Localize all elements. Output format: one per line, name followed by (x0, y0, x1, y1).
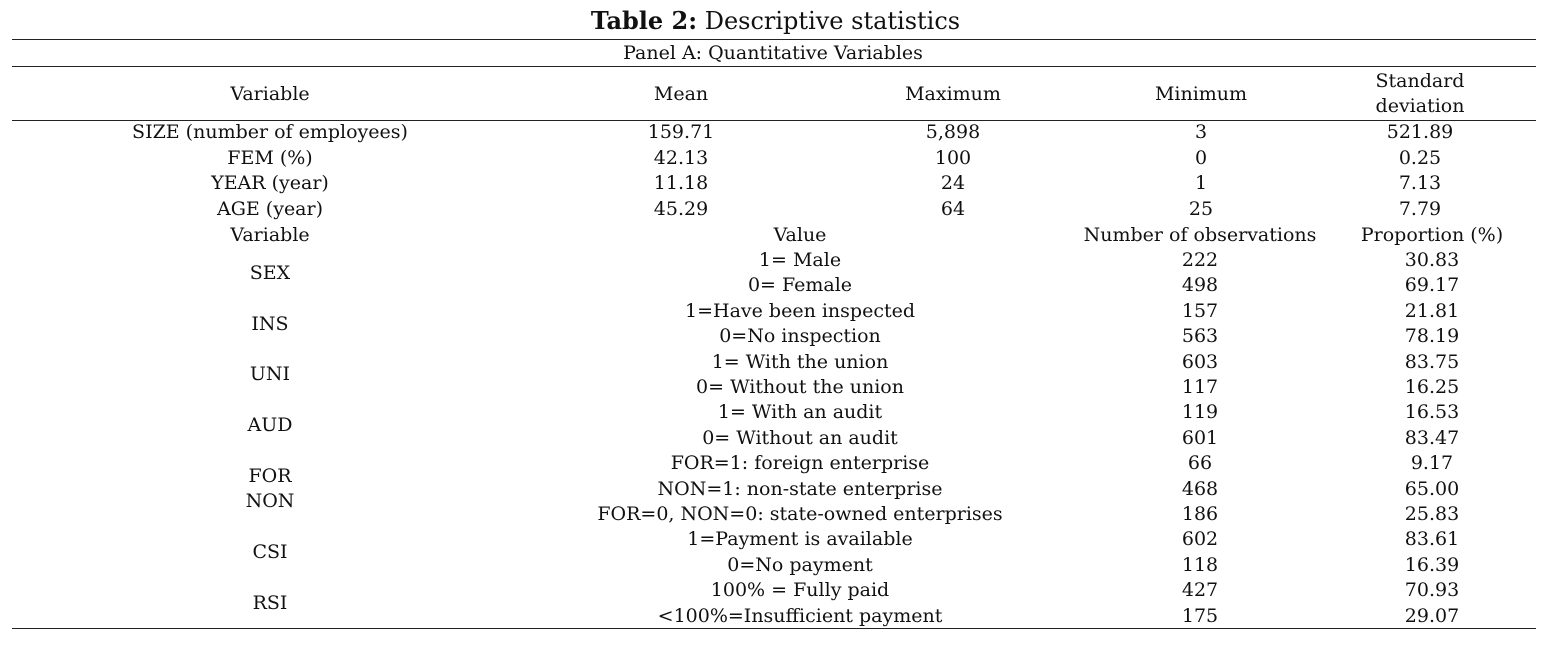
header-b-variable: Variable (230, 224, 310, 246)
cell-value: 1=Payment is available (687, 528, 913, 551)
cell-mean: 11.18 (653, 172, 709, 194)
cell-maximum: 100 (934, 146, 972, 169)
cell-value: 1= With the union (711, 350, 889, 373)
cell-proportion: 69.17 (1404, 274, 1460, 297)
cell-observations: 66 (1187, 452, 1213, 475)
cell-value: FOR=0, NON=0: state-owned enterprises (597, 503, 1003, 525)
header-sd-line2: deviation (1375, 95, 1465, 117)
header-rule (12, 120, 1536, 121)
cell-proportion: 25.83 (1404, 503, 1460, 525)
cell-observations: 601 (1181, 426, 1219, 449)
cell-variable: AGE (year) (216, 197, 324, 220)
cell-value: 0=No payment (727, 553, 873, 576)
cell-sd: 521.89 (1386, 121, 1454, 143)
variable-uni: UNI (249, 363, 291, 385)
cell-proportion: 16.25 (1404, 376, 1460, 398)
cell-proportion: 83.61 (1404, 528, 1460, 551)
cell-observations: 118 (1181, 553, 1219, 576)
cell-proportion: 65.00 (1404, 477, 1460, 500)
cell-observations: 119 (1181, 401, 1219, 424)
cell-observations: 498 (1181, 274, 1219, 297)
cell-observations: 157 (1181, 299, 1219, 322)
cell-proportion: 9.17 (1410, 452, 1454, 475)
cell-proportion: 83.47 (1404, 426, 1460, 449)
header-minimum: Minimum (1154, 83, 1248, 105)
cell-value: 0= Female (747, 274, 853, 297)
table-title-text: Descriptive statistics (697, 7, 961, 35)
cell-value: 1=Have been inspected (684, 299, 916, 322)
cell-minimum: 3 (1194, 121, 1208, 143)
cell-proportion: 70.93 (1404, 579, 1460, 602)
cell-mean: 42.13 (653, 146, 709, 169)
cell-proportion: 78.19 (1404, 325, 1460, 348)
variable-non: NON (245, 490, 295, 512)
cell-proportion: 21.81 (1404, 299, 1460, 322)
cell-maximum: 24 (940, 172, 966, 194)
cell-value: NON=1: non-state enterprise (657, 477, 943, 500)
cell-maximum: 64 (940, 197, 966, 220)
variable-rsi: RSI (252, 592, 288, 614)
cell-mean: 159.71 (647, 121, 715, 143)
cell-observations: 427 (1181, 579, 1219, 602)
cell-value: 1= With an audit (717, 401, 883, 424)
cell-proportion: 16.53 (1404, 401, 1460, 424)
cell-minimum: 1 (1194, 172, 1208, 194)
cell-observations: 468 (1181, 477, 1219, 500)
cell-value: <100%=Insufficient payment (657, 604, 943, 627)
cell-proportion: 30.83 (1404, 249, 1460, 271)
cell-sd: 7.79 (1398, 197, 1442, 220)
header-b-value: Value (773, 224, 827, 246)
header-variable: Variable (230, 83, 310, 105)
cell-maximum: 5,898 (925, 121, 981, 143)
cell-sd: 0.25 (1398, 146, 1442, 169)
bottom-rule (12, 628, 1536, 629)
cell-proportion: 16.39 (1404, 553, 1460, 576)
cell-variable: SIZE (number of employees) (132, 121, 408, 143)
header-b-proportion: Proportion (%) (1360, 224, 1504, 246)
cell-observations: 603 (1181, 350, 1219, 373)
header-b-observations: Number of observations (1083, 224, 1317, 246)
cell-value: 0= Without the union (696, 376, 904, 398)
cell-value: 0=No inspection (719, 325, 881, 348)
cell-variable: FEM (%) (227, 146, 313, 169)
variable-sex: SEX (249, 262, 291, 284)
cell-minimum: 0 (1194, 146, 1208, 169)
panel-rule (12, 66, 1536, 67)
cell-observations: 175 (1181, 604, 1219, 627)
cell-observations: 222 (1181, 249, 1219, 271)
cell-sd: 7.13 (1398, 172, 1442, 194)
header-mean: Mean (653, 83, 709, 105)
cell-variable: YEAR (year) (211, 172, 329, 194)
header-maximum: Maximum (905, 83, 1001, 105)
cell-proportion: 83.75 (1404, 350, 1460, 373)
cell-observations: 602 (1181, 528, 1219, 551)
cell-mean: 45.29 (653, 197, 709, 220)
cell-observations: 563 (1181, 325, 1219, 348)
cell-observations: 186 (1181, 503, 1219, 525)
table-title: Table 2: Descriptive statistics (0, 6, 1551, 36)
variable-aud: AUD (247, 414, 293, 436)
variable-ins: INS (251, 313, 289, 335)
cell-value: FOR=1: foreign enterprise (670, 452, 930, 475)
panel-a-caption: Panel A: Quantitative Variables (623, 42, 923, 64)
variable-csi: CSI (252, 541, 288, 563)
cell-value: 1= Male (758, 249, 842, 271)
cell-value: 100% = Fully paid (710, 579, 890, 602)
header-sd-line1: Standard (1375, 70, 1465, 92)
top-rule (12, 39, 1536, 40)
cell-observations: 117 (1181, 376, 1219, 398)
table-title-label: Table 2: (590, 6, 698, 35)
variable-for: FOR (248, 465, 292, 487)
cell-value: 0= Without an audit (702, 426, 898, 449)
cell-proportion: 29.07 (1404, 604, 1460, 627)
cell-minimum: 25 (1188, 197, 1214, 220)
